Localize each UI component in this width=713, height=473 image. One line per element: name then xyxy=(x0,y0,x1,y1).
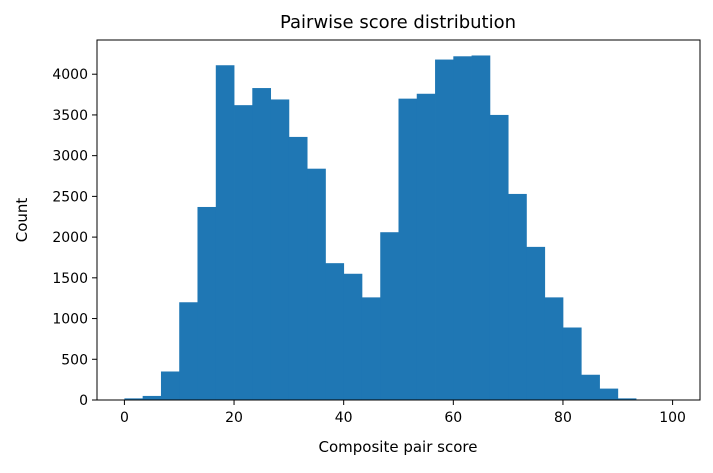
histogram-bar xyxy=(344,274,363,400)
histogram-bar xyxy=(234,105,253,400)
x-axis-label: Composite pair score xyxy=(319,438,478,456)
y-tick-label: 1500 xyxy=(52,271,88,287)
y-tick-label: 1000 xyxy=(52,312,88,328)
histogram-bar xyxy=(600,389,619,400)
histogram-bar xyxy=(307,169,326,400)
y-tick-label: 0 xyxy=(79,393,88,409)
y-tick-label: 2000 xyxy=(52,230,88,246)
histogram-bar xyxy=(179,302,198,400)
chart-title: Pairwise score distribution xyxy=(280,12,516,33)
x-axis-ticks: 0 20 40 60 80 100 xyxy=(120,400,686,426)
histogram-bar xyxy=(161,371,180,400)
histogram-bar xyxy=(526,247,545,400)
bars-group xyxy=(124,55,654,400)
histogram-bar xyxy=(362,297,381,400)
y-tick-label: 500 xyxy=(61,352,88,368)
y-tick-label: 4000 xyxy=(52,67,88,83)
histogram-bar xyxy=(563,328,582,400)
histogram-bar xyxy=(216,65,235,400)
x-tick-label: 40 xyxy=(335,410,353,426)
histogram-bar xyxy=(325,263,344,400)
y-axis-ticks: 0 500 1000 1500 2000 2500 3000 3500 4000 xyxy=(52,67,97,409)
histogram-bar xyxy=(435,60,454,400)
histogram-bar xyxy=(545,297,564,400)
histogram-bar xyxy=(252,88,271,400)
histogram-bar xyxy=(289,137,308,400)
histogram-bar xyxy=(417,94,436,400)
x-tick-label: 60 xyxy=(444,410,462,426)
y-tick-label: 3000 xyxy=(52,149,88,165)
x-tick-label: 100 xyxy=(659,410,686,426)
histogram-bar xyxy=(581,375,600,400)
y-axis-label: Count xyxy=(13,198,31,243)
histogram-bar xyxy=(472,55,491,400)
histogram-bar xyxy=(271,99,290,400)
y-tick-label: 3500 xyxy=(52,108,88,124)
x-tick-label: 80 xyxy=(554,410,572,426)
histogram-bar xyxy=(399,99,418,400)
y-tick-label: 2500 xyxy=(52,189,88,205)
histogram-bar xyxy=(143,396,162,400)
histogram-bar xyxy=(508,194,527,400)
histogram-bar xyxy=(490,115,509,400)
x-tick-label: 0 xyxy=(120,410,129,426)
histogram-bar xyxy=(453,56,472,400)
histogram-bar xyxy=(197,207,216,400)
histogram-bar xyxy=(380,232,399,400)
x-tick-label: 20 xyxy=(225,410,243,426)
